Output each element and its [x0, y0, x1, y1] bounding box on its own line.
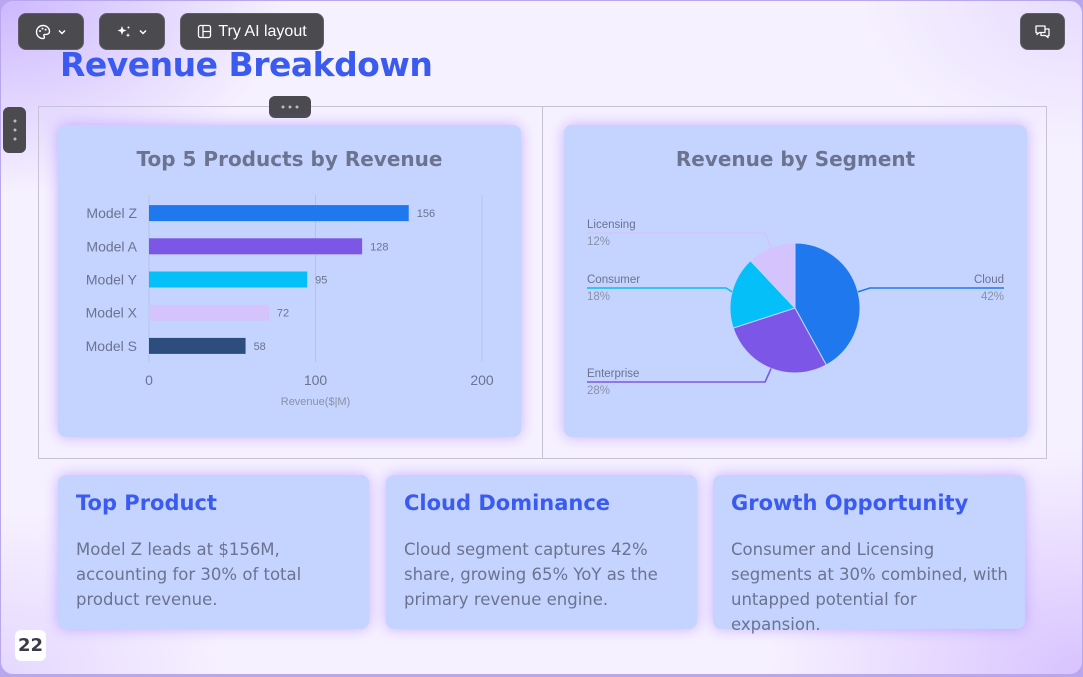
drag-handle-vertical[interactable] — [3, 107, 26, 153]
insight-body: Model Z leads at $156M, accounting for 3… — [76, 540, 302, 609]
pie-value-label: 12% — [587, 236, 610, 248]
dots-vertical-icon — [13, 119, 16, 141]
bar-chart-title: Top 5 Products by Revenue — [136, 147, 443, 171]
palette-icon — [35, 24, 51, 39]
sparkles-icon — [117, 25, 131, 37]
chevron-down-icon — [58, 29, 66, 35]
insight-body: Cloud segment captures 42% share, growin… — [404, 540, 658, 609]
bar-value-label: 156 — [417, 208, 435, 220]
leader-line — [587, 232, 772, 248]
insight-card-top-product[interactable]: Top Product Model Z leads at $156M, acco… — [58, 475, 369, 629]
bar-value-label: 95 — [315, 275, 327, 287]
frame-divider — [542, 106, 543, 459]
comment-icon — [1035, 25, 1050, 39]
x-tick-label: 200 — [470, 372, 494, 388]
pie-segment-label: Consumer — [587, 274, 640, 286]
insight-title: Cloud Dominance — [404, 491, 611, 515]
bar-value-label: 128 — [370, 241, 388, 253]
try-ai-layout-button[interactable]: Try AI layout — [180, 13, 324, 50]
pie-segment-label: Licensing — [587, 219, 636, 231]
try-ai-layout-label: Try AI layout — [218, 22, 307, 40]
insight-body: Consumer and Licensing segments at 30% c… — [731, 540, 1008, 634]
layout-icon — [198, 24, 212, 39]
y-category-label: Model Z — [86, 205, 137, 221]
pie-value-label: 42% — [981, 291, 1004, 303]
bar-value-label: 58 — [254, 341, 266, 353]
bar — [149, 205, 409, 222]
insight-card-growth-opportunity[interactable]: Growth Opportunity Consumer and Licensin… — [713, 475, 1025, 634]
bar-chart: 0 100 200 Model Z 156 Model A 128 Model Y 95 Mode… — [86, 195, 494, 408]
x-tick-label: 100 — [304, 372, 328, 388]
y-category-label: Model S — [86, 338, 137, 354]
pie-chart-title: Revenue by Segment — [675, 147, 916, 171]
bar — [149, 337, 246, 354]
insight-title: Top Product — [76, 491, 217, 515]
bar — [149, 238, 363, 255]
dots-horizontal-icon — [281, 105, 299, 109]
pie-segment-label: Enterprise — [587, 368, 639, 380]
leader-line — [587, 287, 733, 293]
pie-slice — [729, 259, 796, 329]
pie-chart-card[interactable]: Revenue by Segment Cloud 42% Enterprise 28%… — [564, 125, 1027, 437]
bar — [149, 304, 269, 321]
pie-segment-label: Cloud — [974, 274, 1004, 286]
pie-chart: Cloud 42% Enterprise 28% Consumer 18% Licensin… — [587, 219, 1004, 397]
drag-handle-horizontal[interactable] — [269, 96, 311, 118]
x-tick-label: 0 — [145, 372, 153, 388]
comments-button[interactable] — [1020, 13, 1065, 50]
insight-title: Growth Opportunity — [731, 491, 969, 515]
x-axis-label: Revenue($|M) — [281, 396, 351, 408]
y-category-label: Model Y — [86, 272, 138, 288]
page-number: 22 — [15, 630, 46, 661]
leader-line — [857, 287, 1004, 293]
bar-chart-card[interactable]: Top 5 Products by Revenue 0 100 200 Model Z… — [58, 125, 521, 437]
theme-dropdown-button[interactable] — [18, 13, 84, 50]
y-category-label: Model A — [86, 238, 137, 254]
leader-line — [587, 368, 772, 383]
y-category-label: Model X — [86, 305, 138, 321]
bar-value-label: 72 — [277, 308, 289, 320]
slide-title[interactable]: Revenue Breakdown — [60, 45, 433, 84]
pie-value-label: 18% — [587, 291, 610, 303]
bar — [149, 271, 308, 288]
pie-value-label: 28% — [587, 385, 610, 397]
magic-dropdown-button[interactable] — [99, 13, 165, 50]
insight-card-cloud-dominance[interactable]: Cloud Dominance Cloud segment captures 4… — [386, 475, 697, 629]
chevron-down-icon — [139, 29, 147, 35]
